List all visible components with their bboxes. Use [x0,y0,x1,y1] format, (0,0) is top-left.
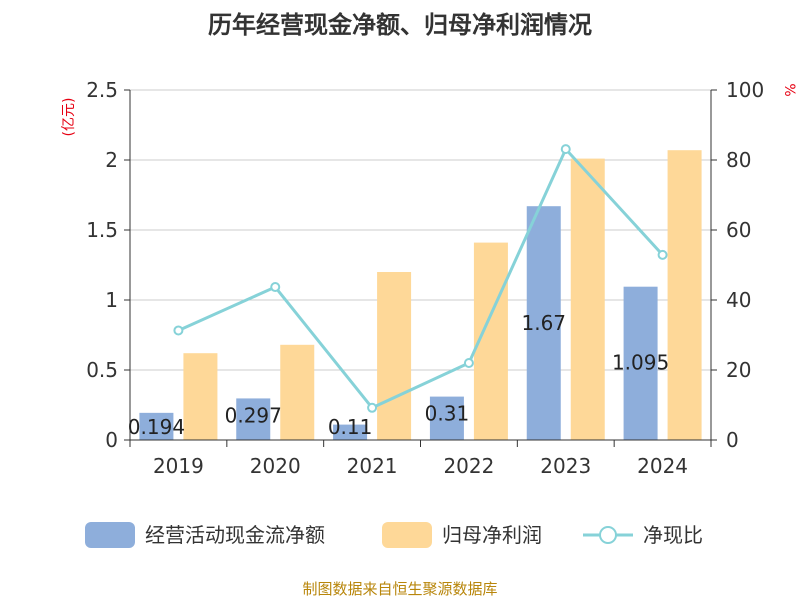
left-tick-label: 0 [105,428,118,452]
legend-label-net-profit: 归母净利润 [442,523,542,547]
line-series-group [173,144,668,413]
right-axis-label: % [781,83,797,96]
cashflow-bar [429,396,464,440]
net-profit-bar [570,158,605,440]
right-tick-label: 20 [726,358,751,382]
right-tick-label: 40 [726,288,751,312]
bars-group [139,150,702,440]
x-tick-label: 2020 [250,454,301,478]
right-tick-label: 60 [726,218,751,242]
cashflow-bar [526,206,561,440]
net-cash-ratio-point [173,325,184,336]
x-tick-label: 2024 [637,454,688,478]
legend: 经营活动现金流净额 归母净利润 净现比 [85,522,703,548]
net-cash-ratio-point [463,358,474,368]
left-tick-label: 1.5 [86,218,118,242]
cashflow-bar [139,412,174,440]
right-tick-label: 100 [726,78,764,102]
left-axis-label: (亿元) [61,98,77,137]
cashflow-bar-label: 0.194 [128,415,185,439]
net-cash-ratio-point [560,144,571,155]
right-tick-label: 80 [726,148,751,172]
cashflow-bar [236,398,271,440]
legend-label-cashflow: 经营活动现金流净额 [145,523,325,547]
net-cash-ratio-point [657,249,668,260]
x-tick-label: 2019 [153,454,204,478]
data-labels-group: 0.194 0.297 0.11 0.31 1.67 1.095 [128,311,669,439]
legend-swatch-cashflow [85,522,135,548]
right-tick-label: 0 [726,428,739,452]
x-tick-label: 2021 [347,454,398,478]
cashflow-bar-label: 1.095 [612,351,669,375]
cashflow-bar-label: 0.31 [425,402,470,426]
net-profit-bar [377,272,412,440]
left-tick-label: 0.5 [86,358,118,382]
net-profit-bar [667,150,702,440]
cashflow-bar [333,424,368,440]
net-profit-bar [183,353,218,440]
net-cash-ratio-line [177,146,664,410]
legend-label-ratio: 净现比 [643,523,703,547]
chart-title: 历年经营现金净额、归母净利润情况 [208,11,592,39]
x-tick-label: 2022 [443,454,494,478]
left-tick-label: 2.5 [86,78,118,102]
source-note: 制图数据来自恒生聚源数据库 [302,580,497,598]
legend-swatch-ratio-marker [599,526,617,544]
cashflow-bar-label: 0.297 [225,403,282,427]
legend-swatch-net-profit [382,522,432,548]
net-cash-ratio-point [270,282,281,293]
cashflow-bar-label: 0.11 [328,415,373,439]
net-cash-ratio-point [367,402,378,413]
gridlines [130,89,711,371]
x-tick-label: 2023 [540,454,591,478]
left-tick-label: 2 [105,148,118,172]
cashflow-bar-label: 1.67 [521,311,566,335]
left-tick-label: 1 [105,288,118,312]
cashflow-bar [623,286,658,440]
axes-group: 0 0.5 1 1.5 2 2.5 0 20 40 60 80 100 2019 2020 2021 2022… [86,78,764,478]
net-profit-bar [280,344,315,440]
